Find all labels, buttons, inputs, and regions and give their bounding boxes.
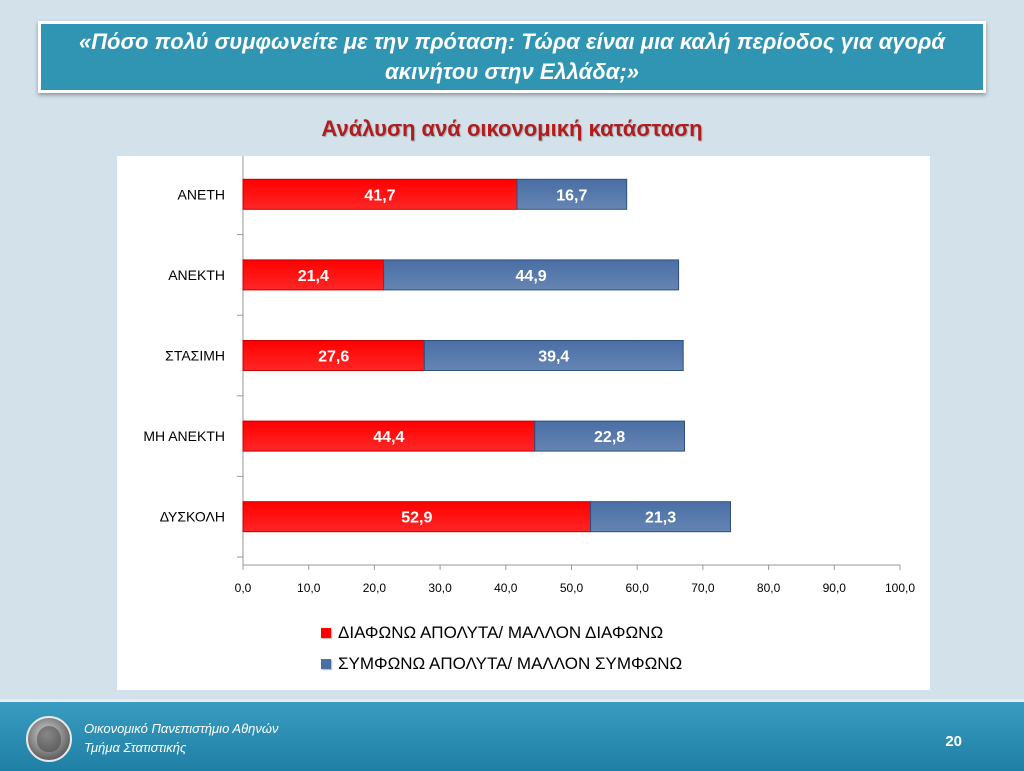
x-tick-label: 50,0 (560, 581, 584, 595)
bar-value-label: 52,9 (401, 510, 432, 527)
bar-agree (590, 501, 731, 533)
bar-agree (516, 178, 628, 210)
x-tick-label: 70,0 (691, 581, 715, 595)
x-tick-label: 30,0 (428, 581, 452, 595)
bar-value-label: 27,6 (318, 349, 349, 366)
university-name: Οικονομικό Πανεπιστήμιο Αθηνών (84, 721, 279, 736)
bar-value-label: 21,3 (645, 510, 676, 527)
legend-item-agree: ΣΥΜΦΩΝΩ ΑΠΟΛΥΤΑ/ ΜΑΛΛΟΝ ΣΥΜΦΩΝΩ (321, 653, 682, 675)
bar-value-label: 21,4 (298, 268, 329, 285)
category-label: ΜΗ ΑΝΕΚΤΗ (143, 428, 225, 444)
x-tick-label: 40,0 (494, 581, 518, 595)
chart-subtitle: Ανάλυση ανά οικονομική κατάσταση (321, 116, 703, 141)
x-tick-label: 0,0 (235, 581, 252, 595)
legend-item-disagree: ΔΙΑΦΩΝΩ ΑΠΟΛΥΤΑ/ ΜΑΛΛΟΝ ΔΙΑΦΩΝΩ (321, 622, 682, 644)
x-tick-label: 80,0 (757, 581, 781, 595)
page-number: 20 (945, 733, 962, 750)
footer-text: Οικονομικό Πανεπιστήμιο Αθηνών Τμήμα Στα… (84, 719, 279, 757)
footer: Οικονομικό Πανεπιστήμιο Αθηνών Τμήμα Στα… (0, 699, 1024, 771)
legend-swatch-agree (321, 659, 331, 669)
bar-value-label: 22,8 (594, 429, 625, 446)
bar-value-label: 44,9 (516, 268, 547, 285)
department-name: Τμήμα Στατιστικής (84, 740, 187, 755)
bar-value-label: 44,4 (373, 429, 404, 446)
bar-value-label: 41,7 (364, 187, 395, 204)
x-tick-label: 100,0 (885, 581, 915, 595)
category-label: ΑΝΕΚΤΗ (168, 267, 225, 283)
legend: ΔΙΑΦΩΝΩ ΑΠΟΛΥΤΑ/ ΜΑΛΛΟΝ ΔΙΑΦΩΝΩ ΣΥΜΦΩΝΩ … (321, 622, 682, 684)
bar-chart: 0,0 10,0 20,0 30,0 40,0 50,0 60,0 70,0 80,0 90,0 1… (143, 156, 915, 595)
bar-agree (423, 340, 684, 371)
bar-agree (534, 420, 686, 452)
bar-value-label: 39,4 (538, 349, 569, 366)
x-tick-label: 10,0 (297, 581, 321, 595)
category-label: ΑΝΕΤΗ (178, 186, 225, 202)
legend-label-disagree: ΔΙΑΦΩΝΩ ΑΠΟΛΥΤΑ/ ΜΑΛΛΟΝ ΔΙΑΦΩΝΩ (338, 623, 664, 642)
x-tick-label: 90,0 (823, 581, 847, 595)
chart-panel: 0,0 10,0 20,0 30,0 40,0 50,0 60,0 70,0 80,0 90,0 1… (117, 156, 930, 690)
x-tick-label: 20,0 (363, 581, 387, 595)
x-tick-label: 60,0 (626, 581, 650, 595)
bar-value-label: 16,7 (556, 187, 587, 204)
slide-title: «Πόσο πολύ συμφωνείτε με την πρόταση: Τώ… (38, 21, 986, 93)
bar-agree (383, 259, 680, 291)
university-logo (26, 716, 72, 762)
category-label: ΣΤΑΣΙΜΗ (165, 348, 225, 364)
category-label: ΔΥΣΚΟΛΗ (160, 509, 225, 525)
legend-label-agree: ΣΥΜΦΩΝΩ ΑΠΟΛΥΤΑ/ ΜΑΛΛΟΝ ΣΥΜΦΩΝΩ (338, 654, 683, 673)
slide-title-text: «Πόσο πολύ συμφωνείτε με την πρόταση: Τώ… (78, 29, 945, 84)
legend-swatch-disagree (321, 628, 331, 638)
